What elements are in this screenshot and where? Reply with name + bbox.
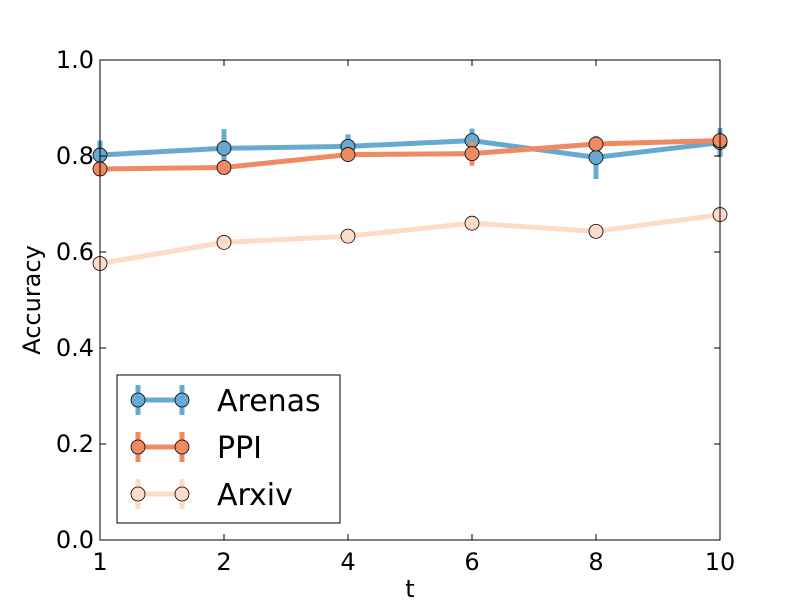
legend-marker <box>174 439 190 455</box>
legend-entry-arenas: Arenas <box>130 384 321 419</box>
data-point <box>340 228 356 244</box>
data-point <box>216 234 232 250</box>
axis-ticks: 1 2 4 6 8 10 0.0 0.2 0.4 0.6 0.8 1.0 <box>56 46 735 576</box>
legend-label: Arxiv <box>217 478 293 513</box>
data-point <box>216 140 232 156</box>
y-tick-label: 1.0 <box>56 46 94 74</box>
data-point <box>588 150 604 165</box>
data-point <box>588 223 604 239</box>
x-axis-label: t <box>405 575 414 600</box>
x-tick-label: 1 <box>92 548 107 576</box>
legend-entry-arxiv: Arxiv <box>130 478 293 513</box>
legend-marker <box>174 486 190 502</box>
y-tick-label: 0.8 <box>56 142 94 170</box>
data-point <box>464 146 480 162</box>
series-line <box>99 138 721 172</box>
x-tick-label: 8 <box>588 548 603 576</box>
legend-label: PPI <box>217 431 262 466</box>
x-tick-label: 10 <box>705 548 736 576</box>
legend-marker <box>130 486 146 502</box>
legend: Arenas PPI Arxiv <box>116 374 341 524</box>
x-tick-label: 6 <box>464 548 479 576</box>
x-tick-label: 4 <box>340 548 355 576</box>
legend-marker <box>174 392 190 408</box>
legend-marker <box>130 439 146 455</box>
y-tick-label: 0.4 <box>56 334 94 362</box>
series-ppi <box>92 133 728 177</box>
y-tick-label: 0.2 <box>56 430 94 458</box>
plot-frame <box>99 59 721 541</box>
y-axis-label: Accuracy <box>18 245 46 355</box>
legend-marker <box>130 392 146 408</box>
legend-label: Arenas <box>217 384 321 419</box>
data-point <box>340 147 356 162</box>
legend-entry-ppi: PPI <box>130 431 262 466</box>
series-line <box>99 212 721 266</box>
series-arxiv <box>92 207 728 271</box>
x-tick-label: 2 <box>216 548 231 576</box>
plot-marks <box>92 128 728 271</box>
data-point <box>216 160 232 175</box>
series-line <box>99 138 721 160</box>
y-tick-label: 0.6 <box>56 238 94 266</box>
y-tick-label: 0.0 <box>56 526 94 554</box>
data-point <box>588 136 604 152</box>
data-point <box>464 215 480 231</box>
